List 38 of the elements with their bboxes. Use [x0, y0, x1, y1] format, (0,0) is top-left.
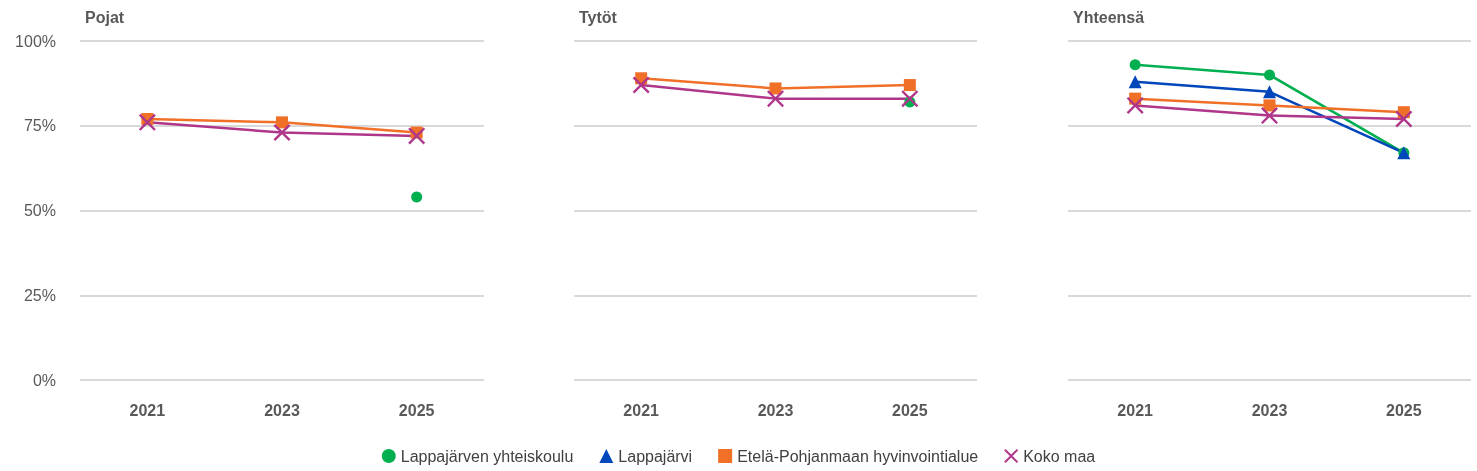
point [1264, 69, 1275, 81]
y-tick-label: 75% [23, 117, 56, 135]
point [408, 127, 426, 145]
y-tick-label: 50% [23, 202, 56, 219]
x-tick-label: 2021 [129, 401, 166, 419]
point [901, 90, 919, 108]
y-tick-label: 25% [23, 286, 56, 304]
point [903, 79, 916, 92]
point [1263, 99, 1276, 112]
legend-label: Lappajärvi [618, 447, 693, 465]
chart-title: Pojat [85, 8, 125, 26]
x-tick-label: 2023 [264, 401, 300, 419]
point [273, 124, 291, 142]
y-tick-label: 0% [32, 371, 56, 389]
x-tick-label: 2025 [398, 401, 435, 419]
point [1263, 85, 1276, 99]
point [411, 191, 423, 203]
point [1395, 110, 1413, 128]
point [1128, 75, 1142, 89]
x-tick-label: 2021 [623, 401, 660, 419]
x-tick-label: 2023 [1251, 401, 1288, 419]
legend-label: Lappajärven yhteiskoulu [400, 447, 574, 465]
point [769, 82, 782, 95]
legend-label: Etelä-Pohjanmaan hyvinvointialue [737, 447, 979, 465]
x-tick-label: 2025 [892, 401, 928, 419]
point [1129, 59, 1141, 71]
legend-label: Koko maa [1023, 447, 1096, 465]
point [1261, 107, 1278, 125]
x-tick-label: 2023 [757, 401, 794, 419]
point [767, 90, 784, 108]
x-tick-label: 2021 [1117, 401, 1154, 419]
x-tick-label: 2025 [1386, 401, 1422, 419]
chart-title: Tytöt [579, 8, 618, 26]
point [632, 76, 650, 94]
y-tick-label: 100% [15, 32, 56, 50]
point [1126, 96, 1144, 114]
point [138, 113, 156, 131]
chart-title: Yhteensä [1073, 8, 1145, 26]
